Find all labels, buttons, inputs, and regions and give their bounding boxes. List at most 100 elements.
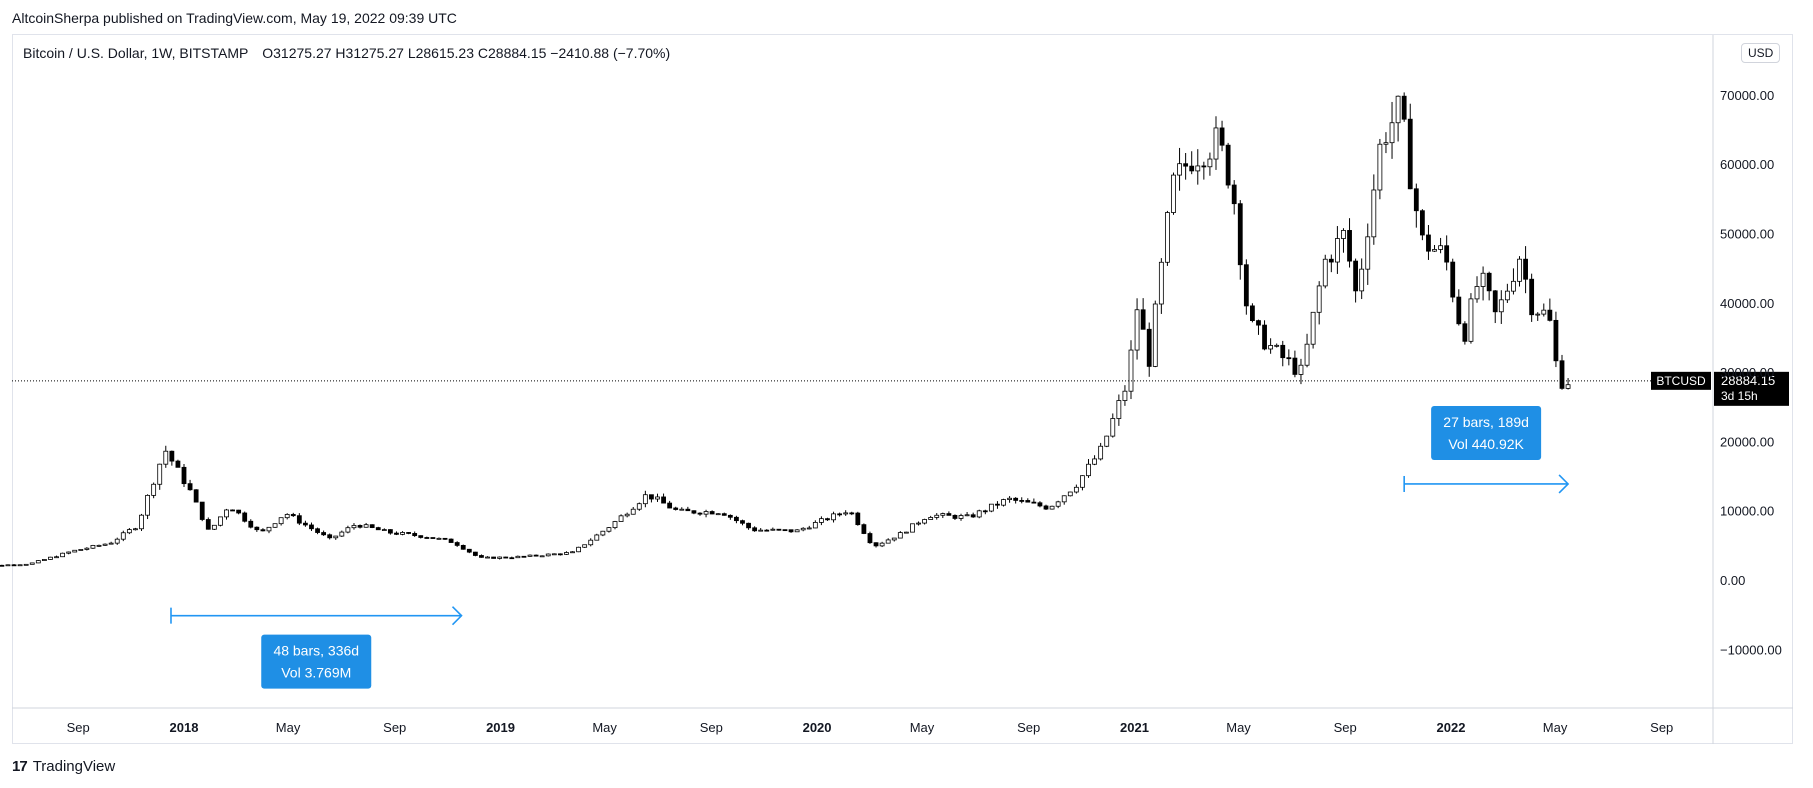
candle-up [1365,236,1371,270]
measure-vol-text: Vol 3.769M [281,665,351,681]
candle-down [1013,497,1019,501]
candle-up [1268,345,1274,350]
last-price-tag-bg [1714,371,1789,406]
price-axis: 70000.00 60000.00 50000.00 40000.00 30000.00… [1712,35,1782,744]
x-tick-label: Sep [67,720,90,735]
candle-down [479,555,484,558]
candle-up [400,532,405,535]
candle-down [448,538,454,543]
candle-up [284,514,290,519]
x-tick-label: May [592,720,617,735]
candle-up [78,549,84,551]
candle-down [746,522,751,529]
candle-down [849,512,855,515]
candle-up [436,537,442,540]
candle-up [758,529,764,532]
x-tick-label: Sep [1650,720,1673,735]
candle-down [855,512,861,526]
y-tick-label: 40000.00 [1720,296,1774,311]
candle-up [1504,290,1510,301]
candle-up [1067,491,1073,497]
candle-down [1256,320,1261,326]
candle-up [642,494,648,505]
measure-vol-text: Vol 440.92K [1448,436,1524,452]
candle-up [1086,463,1091,477]
candle-up [715,513,721,516]
tradingview-logo-icon: 17 [12,758,28,775]
candle-down [1486,272,1492,292]
candle-down [454,542,460,546]
candle-up [266,526,272,532]
candle-up [630,508,636,515]
candle-down [697,512,703,515]
tradingview-logo[interactable]: 17 TradingView [12,758,115,775]
candle-down [788,529,794,533]
candle-down [387,529,393,534]
candle-down [1492,290,1498,313]
candle-up [1195,165,1201,172]
candle-up [934,514,940,518]
candle-up [1055,501,1061,507]
candle-up [278,517,284,525]
symbol-tag-label: BTCUSD [1656,374,1706,388]
candle-down [533,554,539,557]
candle-up [145,494,150,516]
candle-up [211,524,217,530]
candle-up [1511,280,1516,292]
candle-down [995,503,1000,506]
candle-up [114,538,120,544]
candle-up [891,537,897,541]
measure-arrowhead [1558,474,1570,494]
candle-down [430,537,436,539]
candle-up [1171,174,1176,213]
candle-up [1389,122,1395,144]
candle-up [381,529,387,531]
candle-up [916,522,921,525]
candle-up [1480,272,1486,287]
measurement-layer: 48 bars, 336d Vol 3.769M 27 bars, 189d Vol … [170,405,1570,689]
measure-arrowhead [451,606,463,626]
candle-up [485,556,490,559]
x-tick-label: Sep [383,720,406,735]
candle-up [54,556,59,559]
candle-up [29,562,35,565]
candle-up [1092,458,1097,465]
publish-attribution: AltcoinSherpa published on TradingView.c… [12,10,457,26]
x-tick-label: 2019 [486,720,515,735]
candle-up [1474,286,1480,300]
candle-down [1019,500,1025,502]
candle-up [1498,299,1504,313]
candle-up [1134,309,1140,351]
candle-up [345,527,351,533]
candle-up [84,547,90,550]
candle-down [709,511,715,515]
candle-up [879,542,885,547]
legend-symbol: Bitcoin / U.S. Dollar, 1W, BITSTAMP [23,45,249,61]
candle-down [230,509,235,512]
candle-down [1201,165,1207,168]
candle-down [1189,165,1195,172]
candle-up [1359,268,1365,292]
candle-up [139,514,144,530]
candle-up [1565,384,1571,389]
candle-down [0,564,5,567]
candle-up [897,532,903,539]
candle-up [679,508,685,511]
candle-up [1073,486,1079,493]
candle-down [424,537,430,539]
candle-down [1328,258,1334,263]
candle-up [1310,311,1316,345]
candle-up [41,559,47,561]
x-tick-label: May [1226,720,1251,735]
candle-down [11,564,17,567]
candle-up [102,543,108,546]
x-tick-label: Sep [1334,720,1357,735]
x-tick-label: Sep [700,720,723,735]
candle-up [133,528,138,531]
candle-up [624,513,630,517]
candle-up [163,450,169,465]
currency-button[interactable]: USD [1741,43,1781,63]
candle-down [873,542,879,547]
candle-up [910,523,915,533]
